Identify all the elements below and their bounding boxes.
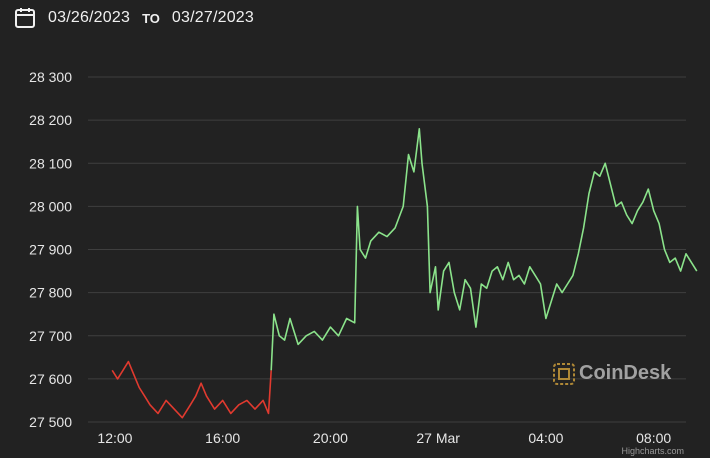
y-tick-label: 27 600 [29,371,72,387]
x-tick-label: 08:00 [636,430,671,446]
y-tick-label: 27 500 [29,414,72,430]
x-tick-label: 27 Mar [416,430,460,446]
x-tick-label: 04:00 [528,430,563,446]
calendar-icon[interactable] [14,7,36,29]
end-date[interactable]: 03/27/2023 [171,9,254,26]
y-tick-label: 28 000 [29,198,72,214]
y-tick-label: 27 900 [29,242,72,258]
x-axis-labels: 12:00 16:00 20:00 27 Mar 04:00 08:00 [97,430,671,446]
coindesk-logo-icon [553,362,575,385]
range-separator: TO [142,10,160,26]
y-tick-label: 28 200 [29,112,72,128]
x-tick-label: 20:00 [313,430,348,446]
price-series [111,128,698,419]
series-line-down [111,360,272,419]
y-tick-label: 27 800 [29,285,72,301]
x-tick-label: 12:00 [97,430,132,446]
x-tick-label: 16:00 [205,430,240,446]
y-tick-label: 28 300 [29,69,72,85]
watermark-text: CoinDesk [579,362,672,384]
y-axis-labels: 27 500 27 600 27 700 27 800 27 900 28 000 28 1… [29,69,72,430]
start-date[interactable]: 03/26/2023 [48,9,131,26]
y-tick-label: 27 700 [29,328,72,344]
chart-credits[interactable]: Highcharts.com [621,446,684,456]
series-line-up [270,128,698,371]
grid-lines [88,76,686,423]
coindesk-watermark: CoinDesk [553,362,671,385]
date-range-bar[interactable]: 03/26/2023 TO 03/27/2023 [14,5,254,31]
y-tick-label: 28 100 [29,155,72,171]
